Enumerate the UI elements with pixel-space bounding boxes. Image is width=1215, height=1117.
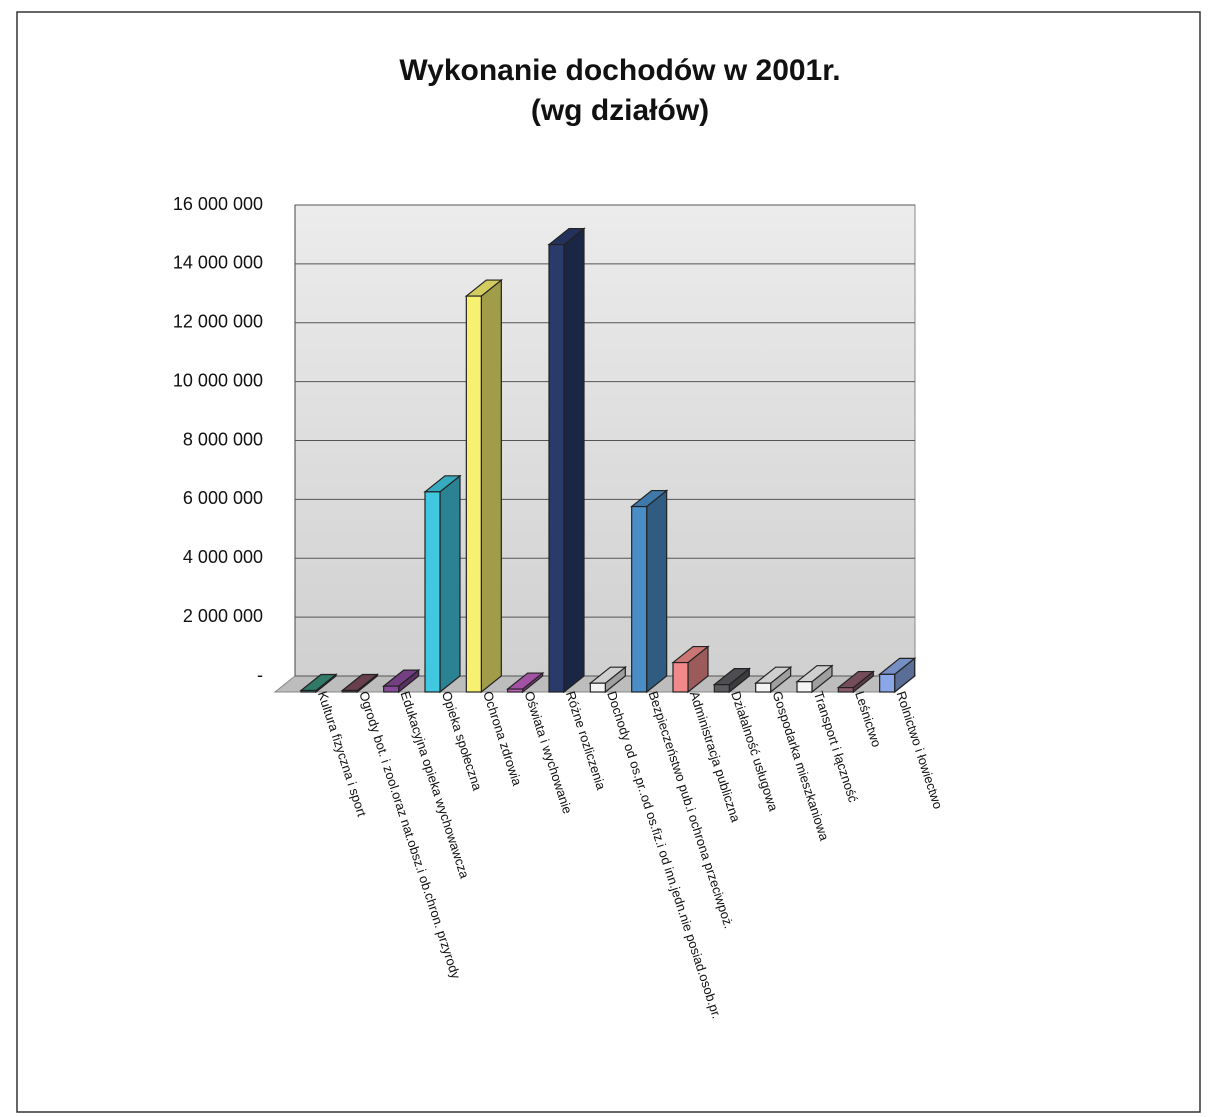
- bar: [423, 474, 462, 694]
- y-tick-label: 16 000 000: [173, 194, 263, 214]
- bar: [505, 671, 545, 694]
- bar-front: [837, 686, 854, 693]
- y-tick-label: 12 000 000: [173, 312, 263, 332]
- y-tick-label: 6 000 000: [183, 488, 263, 508]
- bar: [381, 668, 421, 694]
- x-tick-label: Różne rozliczenia: [563, 689, 609, 792]
- bar-front: [713, 684, 730, 693]
- bar: [340, 673, 380, 694]
- x-tick-label: Transport i łączność: [811, 689, 861, 804]
- bar: [671, 645, 710, 694]
- bar-front: [672, 661, 689, 693]
- bar-front: [796, 681, 813, 693]
- y-tick-label: 8 000 000: [183, 429, 263, 449]
- bar-side: [563, 227, 585, 694]
- bar: [836, 670, 876, 694]
- page-frame: [16, 11, 1201, 1113]
- bar-front: [631, 505, 648, 693]
- chart-subtitle: (wg działów): [531, 94, 709, 127]
- bar: [795, 664, 834, 694]
- bar-front: [755, 682, 772, 693]
- bar-front: [383, 685, 400, 693]
- y-tick-label: 2 000 000: [183, 606, 263, 626]
- bar: [299, 673, 338, 694]
- bar: [547, 227, 586, 694]
- bar-side: [646, 489, 668, 694]
- bar-front: [465, 295, 482, 693]
- x-tick-label: Opieka społeczna: [439, 689, 485, 793]
- bar-front: [300, 689, 317, 693]
- x-tick-label: Oświata i wychowanie: [522, 689, 576, 815]
- bar-front: [879, 673, 896, 693]
- bar: [753, 665, 793, 694]
- x-tick-label: Rolnictwo i łowiectwo: [894, 689, 946, 810]
- x-tick-label: Ochrona zdrowia: [480, 689, 525, 788]
- bar: [588, 665, 628, 694]
- x-tick-label: Leśnictwo: [852, 689, 884, 749]
- x-tick-label: Bezpieczeństwo pub.i ochrona przeciwpoż.: [646, 689, 737, 930]
- bar: [712, 667, 752, 694]
- bar-front: [507, 688, 524, 693]
- bar: [629, 489, 669, 694]
- chart-title: Wykonanie dochodów w 2001r.: [399, 54, 840, 87]
- bar-front: [341, 689, 358, 693]
- y-tick-label: 14 000 000: [173, 253, 263, 273]
- bar-front: [424, 491, 441, 693]
- bar: [464, 278, 504, 694]
- y-tick-label: 4 000 000: [183, 547, 263, 567]
- y-tick-label: 10 000 000: [173, 370, 263, 390]
- bar: [877, 657, 917, 694]
- bar-front: [548, 243, 565, 693]
- y-tick-label: -: [257, 665, 263, 685]
- bar-side: [480, 278, 502, 694]
- bar-front: [589, 682, 606, 693]
- bar-side: [439, 474, 461, 694]
